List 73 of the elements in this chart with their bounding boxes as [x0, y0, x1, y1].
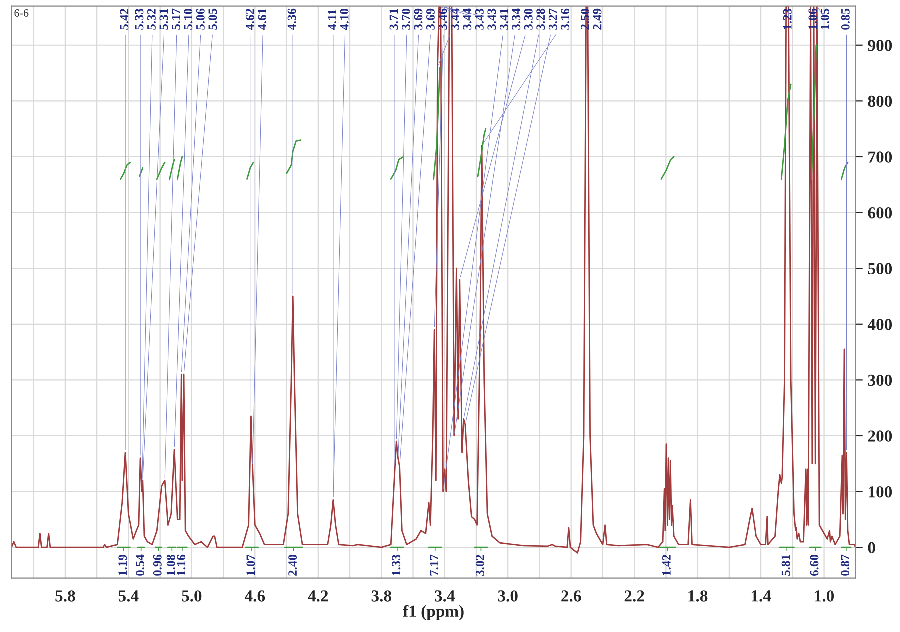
x-tick-label: 3.4 — [435, 590, 455, 602]
annotation: 3.28 — [536, 8, 546, 30]
annotation: 1.23 — [783, 8, 792, 30]
annotation: 0.54 — [136, 554, 145, 576]
y-tick-label: 800 — [868, 96, 892, 108]
x-tick-label: 2.2 — [624, 590, 644, 602]
annotation: 3.27 — [548, 8, 558, 30]
annotation: 3.70 — [402, 8, 410, 30]
annotation: 3.16 — [561, 8, 570, 30]
annotation: 4.11 — [328, 10, 337, 30]
annotation: 1.19 — [118, 554, 128, 576]
annotation: 5.81 — [782, 555, 790, 576]
annotation: 0.96 — [153, 554, 162, 576]
annotation: 5.17 — [172, 8, 180, 30]
annotation: 5.31 — [160, 9, 168, 30]
x-tick-label: 1.8 — [688, 590, 708, 602]
annotation: 1.08 — [166, 554, 176, 576]
annotation: 1.06 — [808, 8, 818, 30]
annotation: 3.43 — [475, 8, 484, 30]
y-tick-label: 400 — [868, 319, 892, 330]
annotation: 2.49 — [593, 8, 602, 30]
annotation: 3.69 — [426, 8, 435, 30]
annotation: 3.43 — [488, 8, 496, 30]
y-tick-label: 100 — [869, 486, 892, 498]
annotation: 5.42 — [120, 9, 129, 30]
y-tick-label: 600 — [868, 207, 892, 219]
annotation: 2.50 — [581, 8, 590, 30]
annotation: 7.17 — [430, 554, 439, 576]
annotation: 5.10 — [184, 8, 193, 30]
annotation: 3.30 — [524, 8, 533, 30]
annotation: 0.87 — [841, 554, 850, 576]
annotation: 1.16 — [177, 554, 186, 576]
x-tick-label: 1.0 — [815, 590, 834, 602]
y-tick-label: 900 — [868, 40, 892, 52]
y-tick-label: 200 — [868, 430, 892, 442]
x-tick-label: 5.4 — [118, 590, 139, 602]
annotation: 2.40 — [288, 555, 298, 576]
y-tick-label: 500 — [868, 263, 892, 275]
annotation: 3.44 — [463, 8, 472, 30]
y-tick-label: 700 — [868, 152, 892, 163]
y-tick-label: 300 — [868, 374, 892, 386]
annotation: 3.44 — [451, 8, 460, 30]
x-tick-label: 5.8 — [56, 590, 76, 602]
y-tick-label: 0 — [868, 542, 876, 554]
annotation: 5.32 — [148, 9, 156, 30]
annotation: 4.62 — [246, 9, 254, 30]
annotation: 5.05 — [208, 8, 218, 30]
annotation: 3.41 — [500, 9, 508, 30]
annotation: 3.46 — [438, 8, 448, 30]
annotation: 1.33 — [392, 554, 401, 576]
annotation: 5.33 — [135, 8, 144, 30]
annotation: 3.34 — [512, 8, 521, 30]
annotation: 1.05 — [820, 8, 830, 30]
x-tick-label: 1.4 — [752, 590, 772, 602]
chart-title: 6-6 — [14, 10, 29, 17]
annotation: 4.10 — [340, 8, 349, 30]
annotation: 3.69 — [414, 8, 423, 30]
annotation: 5.06 — [196, 8, 205, 30]
annotation: 1.07 — [246, 554, 256, 576]
x-tick-label: 4.6 — [244, 590, 266, 602]
x-axis-title: f1 (ppm) — [403, 605, 464, 620]
x-tick-label: 3.8 — [372, 590, 392, 602]
annotation: 4.61 — [258, 9, 267, 30]
annotation: 3.71 — [390, 9, 398, 30]
x-tick-label: 4.2 — [308, 590, 328, 602]
x-tick-label: 2.6 — [562, 590, 582, 602]
annotation: 6.60 — [810, 555, 819, 576]
annotation: 4.36 — [288, 8, 296, 30]
annotation: 0.85 — [841, 8, 850, 30]
x-tick-label: 5.0 — [182, 590, 202, 602]
x-tick-label: 3.0 — [498, 590, 518, 602]
annotation: 1.42 — [662, 555, 671, 576]
annotation: 3.02 — [476, 555, 484, 576]
